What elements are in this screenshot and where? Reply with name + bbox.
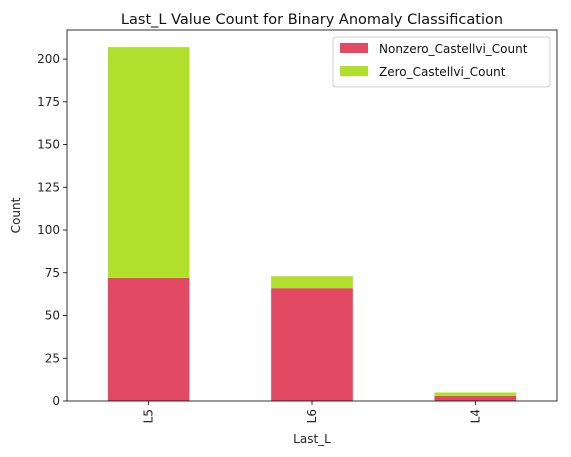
legend-swatch-nonzero-castellvi-count <box>340 43 368 53</box>
legend-swatch-zero-castellvi-count <box>340 66 368 76</box>
x-tick-label-l5: L5 <box>142 409 156 423</box>
y-tick-label-150: 150 <box>37 138 60 152</box>
legend-label-nonzero-castellvi-count: Nonzero_Castellvi_Count <box>379 42 528 56</box>
y-tick-label-100: 100 <box>37 223 60 237</box>
plot-area: 0 25 50 75 100 125 150 175 200 L5 L6 L4 <box>37 29 558 423</box>
bar-l4-zero-castellvi-count <box>434 392 517 396</box>
y-tick-label-0: 0 <box>52 394 60 408</box>
x-axis-ticks: L5 L6 L4 <box>142 401 482 423</box>
bar-l5-nonzero-castellvi-count <box>107 277 190 401</box>
y-tick-label-75: 75 <box>45 266 60 280</box>
y-tick-label-125: 125 <box>37 180 60 194</box>
legend-label-zero-castellvi-count: Zero_Castellvi_Count <box>379 65 506 79</box>
y-tick-label-175: 175 <box>37 95 60 109</box>
y-axis-ticks: 0 25 50 75 100 125 150 175 200 <box>37 52 67 408</box>
x-tick-label-l4: L4 <box>468 409 482 423</box>
x-tick-label-l6: L6 <box>305 409 319 423</box>
bar-l6-nonzero-castellvi-count <box>271 288 353 401</box>
bar-l4-nonzero-castellvi-count <box>434 395 517 401</box>
y-tick-label-25: 25 <box>45 351 60 365</box>
bar-l6-zero-castellvi-count <box>271 276 353 289</box>
y-tick-label-200: 200 <box>37 52 60 66</box>
legend: Nonzero_Castellvi_Count Zero_Castellvi_C… <box>332 36 551 88</box>
bar-l5-zero-castellvi-count <box>107 47 190 278</box>
y-axis-label: Count <box>9 197 23 233</box>
y-tick-label-50: 50 <box>45 309 60 323</box>
x-axis-label: Last_L <box>293 432 331 446</box>
legend-box <box>332 36 551 88</box>
bars-group <box>107 47 517 401</box>
chart-title: Last_L Value Count for Binary Anomaly Cl… <box>121 12 503 28</box>
